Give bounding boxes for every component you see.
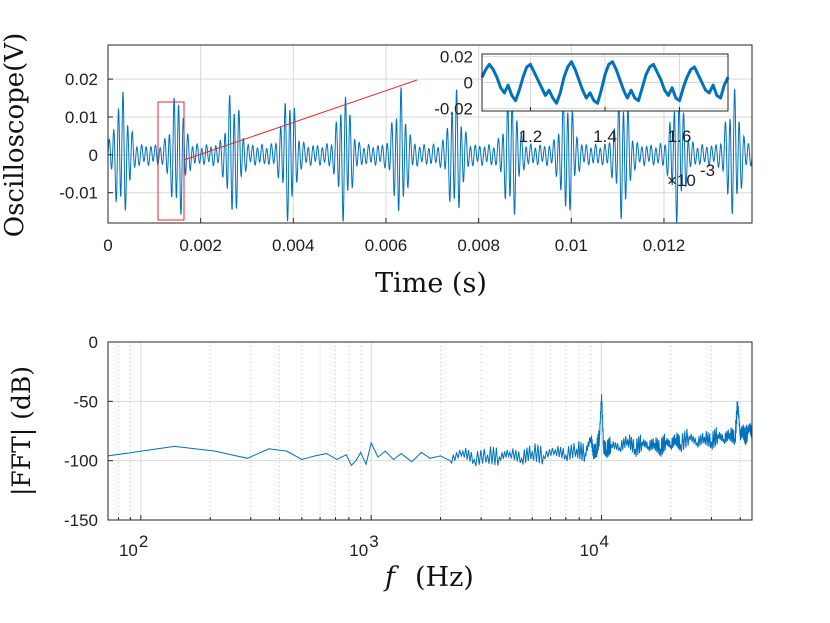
time-x-tick-label: 0.002 [179, 236, 222, 255]
spectrum-y-tick-label: -100 [64, 452, 98, 471]
spectrum-y-tick-label: -50 [73, 392, 98, 411]
spectrum-x-tick-label-base: 10 [349, 541, 368, 560]
spectrum-xlabel-group: f (Hz) [383, 562, 474, 593]
spectrum-y-tick-label: -150 [64, 511, 98, 530]
time-domain-signal-line [107, 87, 753, 223]
inset-y-tick-label: -0.02 [434, 99, 473, 118]
inset-plot: 1.2 1.4 1.6 0.02 0 -0.02 ×10 -3 [434, 48, 730, 190]
time-y-tick-label: 0 [89, 146, 98, 165]
inset-y-tick-label: 0 [464, 74, 473, 93]
time-domain-xlabel: Time (s) [375, 268, 487, 299]
time-y-tick-label: 0.01 [65, 108, 98, 127]
spectrum-x-tick-label-base: 10 [580, 541, 599, 560]
zoom-connector-line [183, 79, 418, 161]
inset-x-exponent: ×10 -3 [667, 161, 715, 190]
spectrum-x-tick-label-power: 3 [369, 532, 378, 551]
spectrum-ylabel: |FFT| (dB) [7, 366, 37, 496]
time-domain-ylabel: Oscilloscope(V) [0, 33, 30, 237]
inset-y-tick-label: 0.02 [440, 48, 473, 67]
inset-exponent-power: -3 [700, 161, 715, 180]
spectrum-y-tick-label: 0 [89, 333, 98, 352]
spectrum-axes-background [108, 342, 752, 520]
time-x-tick-label: 0 [103, 236, 112, 255]
time-domain-axes-frame [107, 44, 753, 224]
spectrum-x-tick-label-power: 2 [139, 532, 148, 551]
time-x-tick-label: 0.008 [457, 236, 500, 255]
inset-x-tick-label: 1.4 [593, 127, 617, 146]
inset-axes-frame [481, 53, 729, 112]
time-x-tick-label: 0.01 [555, 236, 588, 255]
time-y-tick-label: 0.02 [65, 70, 98, 89]
spectrum-x-tick-label-base: 10 [119, 541, 138, 560]
time-x-tick-label: 0.012 [643, 236, 686, 255]
time-x-tick-label: 0.004 [272, 236, 315, 255]
time-y-tick-label: -0.01 [59, 184, 98, 203]
time-x-tick-label: 0.006 [365, 236, 408, 255]
inset-x-tick-label: 1.2 [519, 127, 543, 146]
inset-exponent-base: ×10 [667, 171, 696, 190]
zoom-region-marker [157, 101, 185, 221]
spectrum-axes-frame [107, 341, 753, 521]
spectrum-x-tick-label-power: 4 [600, 532, 609, 551]
inset-x-tick-label: 1.6 [668, 127, 692, 146]
inset-signal-line [480, 60, 730, 105]
spectrum-xlabel-unit: (Hz) [415, 562, 474, 593]
spectrum-signal-line [107, 394, 753, 467]
